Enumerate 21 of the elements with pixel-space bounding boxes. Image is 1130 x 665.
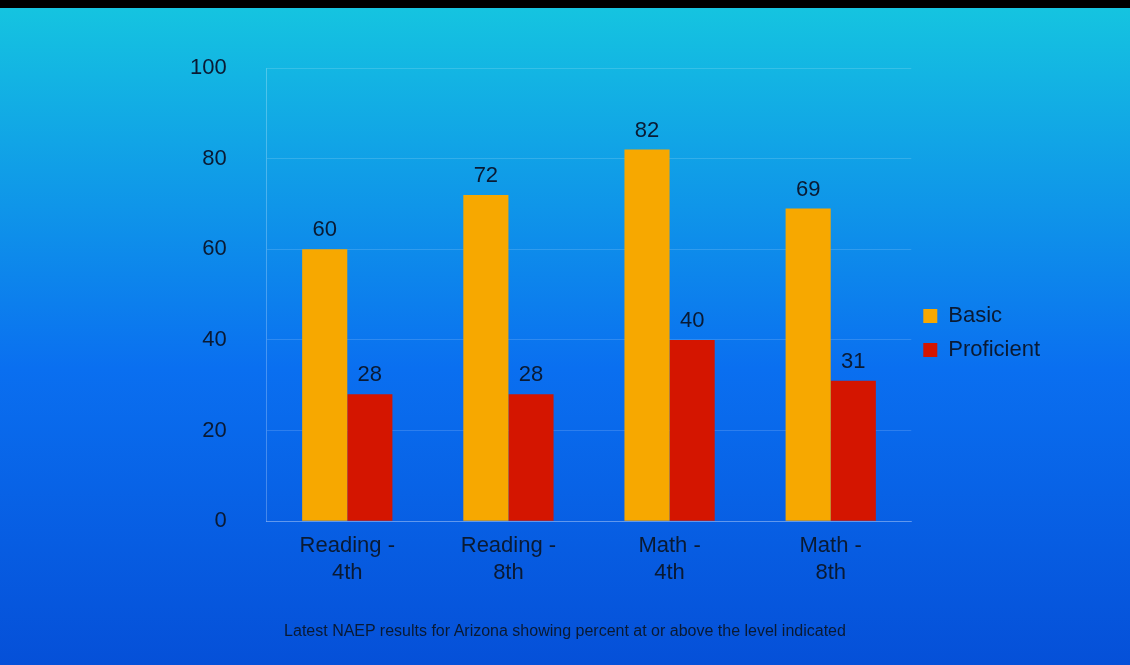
y-tick-label: 100 (189, 54, 227, 80)
x-tick-label: Reading - 4th (299, 532, 395, 584)
data-label: 28 (357, 361, 383, 387)
data-label: 28 (518, 361, 544, 387)
data-label: 40 (679, 306, 705, 332)
text: Latest NAEP results for Arizona showing percent at or above the level indicated (283, 622, 847, 640)
data-label: 72 (473, 161, 499, 187)
legend-label: Proficient (948, 336, 1041, 362)
data-label: 69 (795, 175, 821, 201)
y-tick-label: 40 (202, 325, 227, 351)
legend-label: Basic (948, 302, 1003, 328)
y-tick-label: 60 (202, 235, 227, 261)
x-tick-label: Math - 4th (638, 532, 701, 584)
data-label: 82 (634, 116, 660, 142)
data-label: 60 (312, 216, 337, 242)
x-tick-label: Math - 8th (799, 532, 862, 584)
y-tick-label: 20 (202, 416, 227, 442)
y-tick-label: 80 (202, 144, 227, 170)
y-tick-label: 0 (214, 507, 227, 533)
data-label: 31 (841, 347, 866, 373)
x-tick-label: Reading - 8th (460, 532, 557, 584)
